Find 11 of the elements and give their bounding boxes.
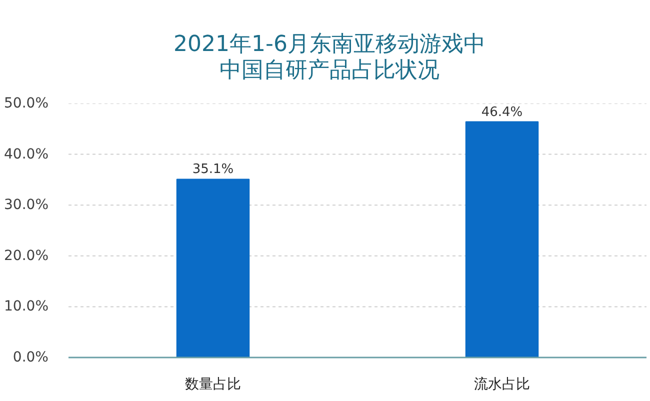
chart-title: 2021年1-6月东南亚移动游戏中中国自研产品占比状况 [172, 32, 486, 84]
data-label: 35.1% [192, 162, 234, 178]
y-tick-label: 0.0% [12, 350, 49, 366]
y-tick-label: 10.0% [4, 298, 49, 315]
y-tick-label: 50.0% [4, 96, 49, 112]
y-tick-label: 20.0% [4, 248, 49, 264]
y-tick-label: 30.0% [4, 197, 49, 214]
x-tick-label: 数量占比 [185, 376, 241, 392]
x-tick-label: 流水占比 [474, 376, 530, 392]
data-label: 46.4% [481, 104, 523, 120]
y-tick-label: 40.0% [4, 146, 49, 162]
